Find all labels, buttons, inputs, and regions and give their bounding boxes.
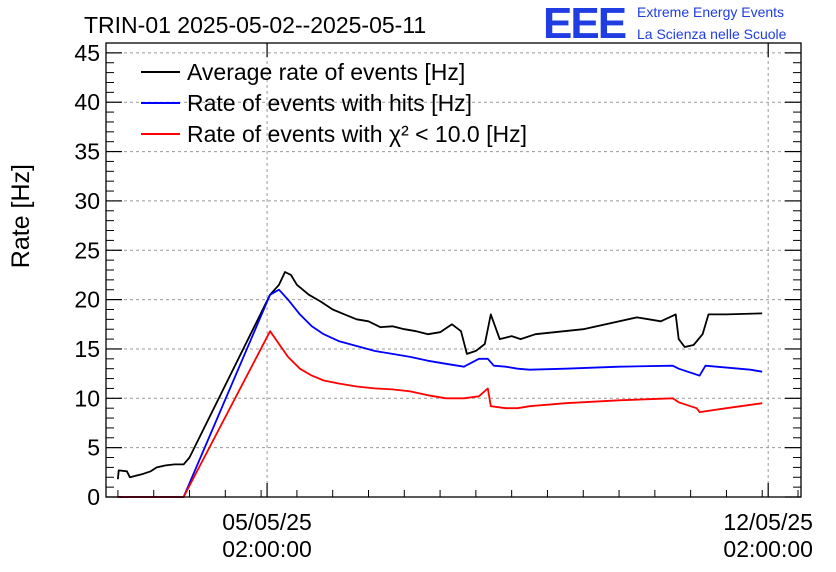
series-line-2 (117, 288, 763, 498)
x-tick-date-label: 12/05/25 (723, 509, 813, 535)
legend-label: Average rate of events [Hz] (187, 59, 465, 85)
y-axis-label: Rate [Hz] (7, 164, 35, 268)
legend-label: Rate of events with hits [Hz] (187, 90, 472, 116)
y-tick-label: 0 (87, 484, 100, 510)
x-tick-date-label: 05/05/25 (222, 509, 312, 535)
y-tick-label: 10 (74, 385, 100, 411)
axes: 05101520253035404505/05/2502:00:0012/05/… (74, 40, 813, 562)
grid (106, 43, 801, 497)
eee-logo: EEE (543, 0, 627, 48)
legend: Average rate of events [Hz] Rate of event… (141, 59, 527, 147)
y-tick-label: 45 (74, 40, 100, 66)
x-tick-time-label: 02:00:00 (222, 536, 312, 562)
logo-text-line2: La Scienza nelle Scuole (637, 26, 787, 42)
y-tick-label: 30 (74, 188, 100, 214)
chart-title: TRIN-01 2025-05-02--2025-05-11 (84, 12, 426, 38)
legend-label: Rate of events with χ² < 10.0 [Hz] (187, 121, 527, 147)
y-tick-label: 35 (74, 139, 100, 165)
series-line-1 (117, 271, 763, 480)
y-tick-label: 25 (74, 237, 100, 263)
series-lines (117, 271, 763, 498)
x-tick-time-label: 02:00:00 (723, 536, 813, 562)
y-tick-label: 20 (74, 287, 100, 313)
logo-text-line1: Extreme Energy Events (637, 4, 785, 20)
y-tick-label: 5 (87, 435, 100, 461)
series-line-3 (117, 330, 763, 498)
y-tick-label: 40 (74, 89, 100, 115)
y-tick-label: 15 (74, 336, 100, 362)
